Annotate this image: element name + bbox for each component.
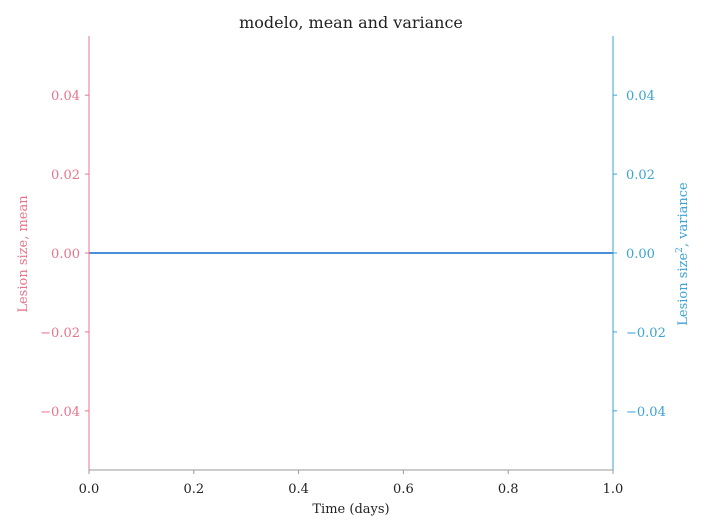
right-y-tick-label: 0.00 (626, 247, 655, 262)
right-y-tick-label: −0.02 (626, 326, 666, 341)
chart-title: modelo, mean and variance (239, 13, 463, 32)
x-tick-label: 1.0 (603, 482, 624, 497)
left-y-tick-label: −0.02 (40, 326, 80, 341)
right-y-tick-label: 0.04 (626, 89, 655, 104)
right-y-axis-label: Lesion size2, variance (675, 182, 691, 326)
x-tick-label: 0.8 (498, 482, 519, 497)
left-y-tick-label: −0.04 (40, 405, 80, 420)
left-y-axis-label: Lesion size, mean (16, 195, 31, 313)
x-axis-label: Time (days) (312, 502, 389, 517)
x-tick-label: 0.0 (79, 482, 100, 497)
right-y-tick-label: −0.04 (626, 405, 666, 420)
x-tick-label: 0.4 (288, 482, 309, 497)
left-y-tick-label: 0.00 (51, 247, 80, 262)
x-tick-label: 0.6 (393, 482, 414, 497)
right-y-axis-label-suffix: , variance (676, 182, 691, 247)
right-y-tick-label: 0.02 (626, 168, 655, 183)
right-y-axis-label-superscript: 2 (675, 247, 685, 253)
left-y-tick-label: 0.04 (51, 89, 80, 104)
plot-area: 0.0 0.2 0.4 0.6 0.8 1.0 −0.04 −0.02 0.00 0.02 0.04… (40, 36, 666, 497)
left-y-tick-label: 0.02 (51, 168, 80, 183)
right-y-axis-label-main: Lesion size (676, 253, 691, 326)
x-tick-label: 0.2 (183, 482, 204, 497)
